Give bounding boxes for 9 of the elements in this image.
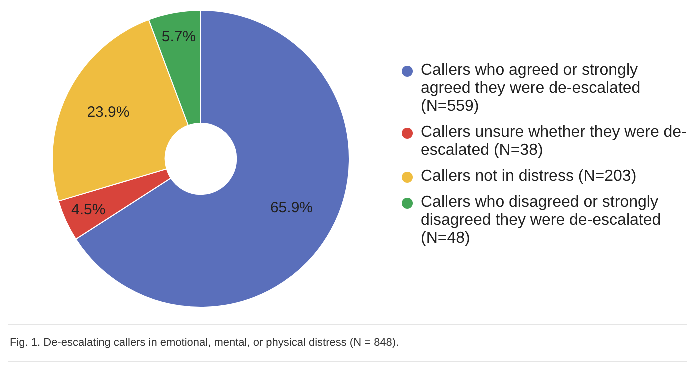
legend-label: Callers who agreed or strongly agreed they were de-escalated (N=559) bbox=[421, 62, 642, 116]
legend-label: Callers who disagreed or strongly disagreed they were de-escalated (N=48) bbox=[421, 194, 662, 248]
data-label: 23.9% bbox=[87, 104, 130, 122]
data-label: 5.7% bbox=[162, 28, 196, 46]
caption: Fig. 1. De-escalating callers in emotional, mental, or physical distress (N = 848). bbox=[8, 324, 687, 362]
legend-label: Callers unsure whether they were de-escalated (N=38) bbox=[421, 124, 687, 160]
data-label: 4.5% bbox=[72, 202, 106, 219]
data-label: 65.9% bbox=[270, 200, 313, 217]
legend-label: Callers not in distress (N=203) bbox=[421, 168, 637, 186]
